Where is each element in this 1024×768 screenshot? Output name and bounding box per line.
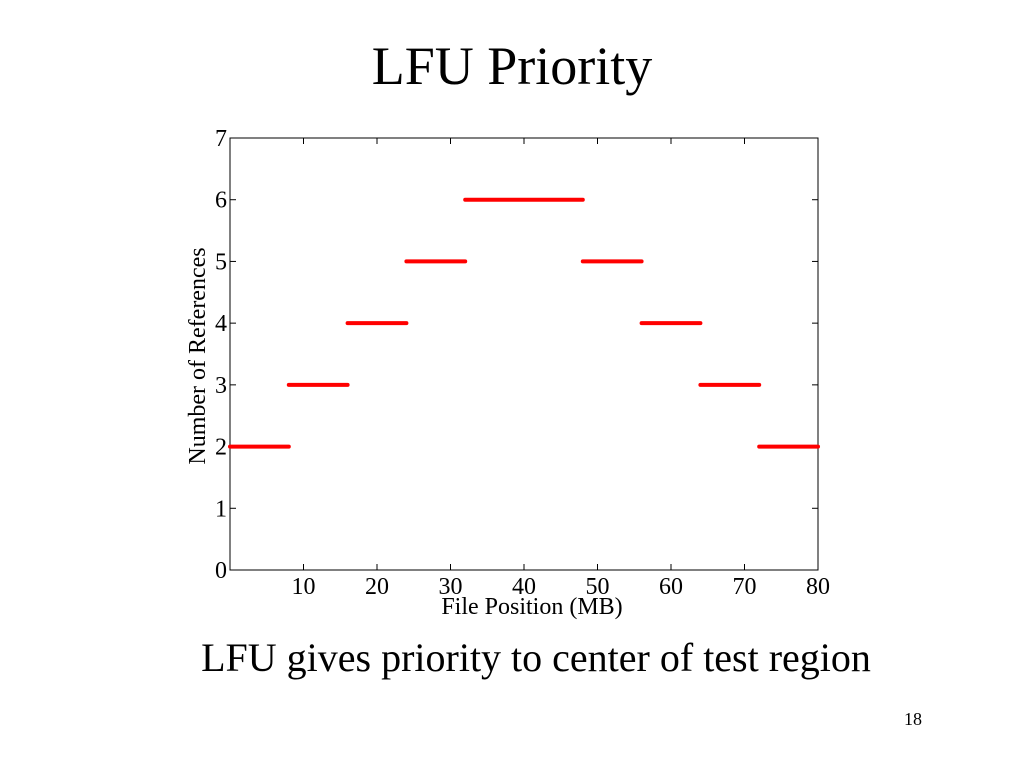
y-axis: 0 1 2 3 4 5 6 7 bbox=[215, 126, 818, 584]
page-number: 18 bbox=[904, 709, 922, 729]
x-tick-label: 20 bbox=[365, 574, 389, 600]
slide-title: LFU Priority bbox=[371, 36, 653, 96]
y-tick-label: 7 bbox=[215, 126, 227, 152]
y-tick-label: 6 bbox=[215, 188, 227, 214]
x-axis-label: File Position (MB) bbox=[441, 594, 622, 620]
slide-caption: LFU gives priority to center of test reg… bbox=[201, 635, 871, 680]
x-axis: 10 20 30 40 50 60 70 80 bbox=[229, 138, 830, 600]
y-axis-label: Number of References bbox=[185, 247, 211, 464]
x-tick-label: 50 bbox=[586, 574, 610, 600]
x-tick-label: 10 bbox=[292, 574, 316, 600]
x-tick-label: 30 bbox=[439, 574, 463, 600]
x-tick-label: 70 bbox=[733, 574, 757, 600]
y-tick-label: 5 bbox=[215, 249, 227, 275]
plot-area bbox=[229, 137, 819, 571]
y-tick-label: 0 bbox=[215, 558, 227, 584]
data-series bbox=[228, 197, 820, 449]
x-tick-label: 40 bbox=[512, 574, 536, 600]
y-tick-label: 1 bbox=[215, 496, 227, 522]
y-tick-label: 2 bbox=[215, 435, 227, 461]
y-tick-label: 3 bbox=[215, 373, 227, 399]
y-tick-label: 4 bbox=[215, 311, 227, 337]
x-tick-label: 60 bbox=[659, 574, 683, 600]
x-tick-label: 80 bbox=[806, 574, 830, 600]
